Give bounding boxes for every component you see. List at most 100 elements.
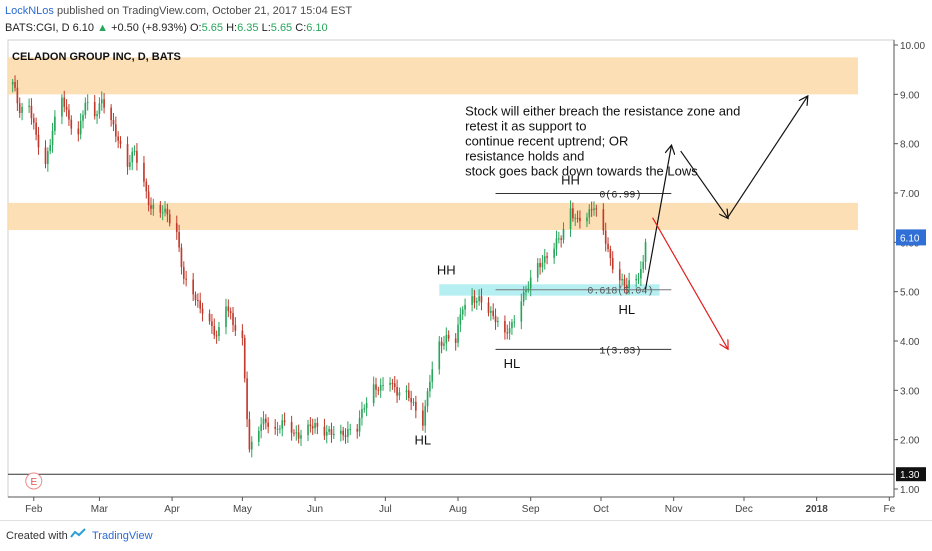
price-chart[interactable]: 0(6.99) 0.618(5.04) 1(3.83) CELADON GROUP … <box>0 0 932 520</box>
candle-body <box>642 261 645 269</box>
candle-body <box>145 181 148 192</box>
candle-body <box>61 97 63 117</box>
swing-label: HH <box>437 262 456 277</box>
candle-body <box>604 230 607 244</box>
candle-body <box>28 105 30 107</box>
candle-body <box>372 384 375 404</box>
ohlc-low: 5.65 <box>270 22 293 34</box>
y-tick-label: 3.00 <box>900 386 920 397</box>
candle-body <box>579 217 581 222</box>
x-tick-label: Feb <box>25 504 43 515</box>
candle-body <box>438 341 441 370</box>
resistance-zone <box>8 202 858 230</box>
ohlc-open: 5.65 <box>201 22 224 34</box>
candle-body <box>300 435 302 439</box>
candle-body <box>618 269 621 281</box>
tradingview-logo-icon[interactable] <box>70 527 86 541</box>
y-tick-label: 5.00 <box>900 288 920 299</box>
candle-body <box>382 384 384 386</box>
candle-body <box>520 301 523 322</box>
candle-body <box>194 294 197 300</box>
candle-body <box>314 423 316 429</box>
ohlc-h-label: H: <box>226 22 238 34</box>
ohlc-c-label: C: <box>295 22 307 34</box>
annotation-note-line: retest it as support to <box>465 119 586 134</box>
candle-body <box>391 382 394 384</box>
candle-body <box>398 392 401 396</box>
candle-body <box>164 208 166 213</box>
swing-label: HH <box>561 173 580 188</box>
candle-body <box>227 306 230 312</box>
candle-body <box>344 435 347 437</box>
scenario-up-arrow <box>644 146 672 290</box>
scenario-up-arrow <box>680 150 728 218</box>
candle-body <box>522 292 525 302</box>
candle-body <box>363 408 366 410</box>
candle-body <box>98 103 101 115</box>
candle-body <box>182 267 185 279</box>
candle-body <box>555 238 558 249</box>
candle-body <box>32 118 35 123</box>
candle-body <box>529 277 532 289</box>
candle-body <box>262 418 265 425</box>
candle-body <box>161 212 164 214</box>
candle-body <box>197 299 199 301</box>
candle-body <box>30 105 33 119</box>
x-tick-label: Jun <box>307 504 323 515</box>
symbol-info: BATS:CGI, D 6.10 ▲ +0.50 (+8.93%) O:5.65… <box>5 22 328 34</box>
candle-body <box>37 134 40 148</box>
candle-body <box>84 102 87 115</box>
ohlc-o-label: O: <box>189 22 202 34</box>
candle-body <box>180 247 183 268</box>
candle-body <box>457 324 459 343</box>
candle-body <box>21 106 23 113</box>
candle-body <box>14 82 16 88</box>
candle-body <box>51 130 54 145</box>
candle-body <box>110 107 112 121</box>
candle-body <box>431 369 434 382</box>
candle-body <box>250 441 253 450</box>
candle-body <box>129 162 131 167</box>
candle-body <box>267 422 269 427</box>
x-tick-label: Dec <box>735 504 753 515</box>
ohlc-l-label: L: <box>261 22 271 34</box>
candle-body <box>504 321 506 333</box>
candle-body <box>506 332 509 334</box>
candle-body <box>644 242 647 262</box>
candle-body <box>47 151 49 164</box>
earnings-marker-icon <box>25 472 43 490</box>
candle-body <box>379 385 382 391</box>
scenario-up-arrow <box>727 97 808 218</box>
candle-body <box>361 409 363 418</box>
candle-body <box>70 119 73 129</box>
y-tick-label: 1.00 <box>900 485 920 496</box>
scenario-down-arrow <box>652 217 728 349</box>
candle-body <box>114 124 117 137</box>
candle-body <box>424 406 427 426</box>
candle-body <box>497 321 499 323</box>
x-tick-label: Oct <box>593 504 609 515</box>
candle-body <box>126 143 129 167</box>
candle-body <box>307 424 309 436</box>
candle-body <box>342 430 345 436</box>
symbol-label: BATS:CGI, D 6.10 <box>5 22 95 34</box>
candle-body <box>443 343 445 346</box>
candle-body <box>628 280 630 289</box>
author-link[interactable]: LockNLos <box>5 5 54 17</box>
swing-label: HL <box>618 302 635 317</box>
candle-body <box>557 238 560 240</box>
candle-body <box>199 300 202 309</box>
ohlc-high: 6.35 <box>237 22 259 34</box>
candle-body <box>590 209 593 211</box>
tradingview-brand-link[interactable]: TradingView <box>92 530 153 542</box>
last-price-tag <box>896 229 926 246</box>
candle-body <box>159 204 162 213</box>
fib-level-label: 0.618(5.04) <box>587 286 653 298</box>
candle-body <box>143 162 145 182</box>
candle-body <box>415 401 417 411</box>
candle-body <box>405 390 408 393</box>
candle-body <box>279 428 281 430</box>
candle-body <box>461 309 464 315</box>
candle-body <box>82 114 84 121</box>
annotation-note-line: Stock will either breach the resistance … <box>465 104 740 119</box>
